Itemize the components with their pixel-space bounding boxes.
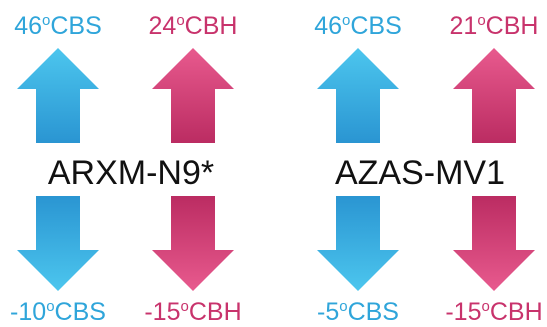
unit1-heating-min-unit: CBH — [188, 298, 242, 326]
unit2-cooling-min-unit: CBS — [347, 298, 399, 326]
unit2-heating-max-unit: CBH — [485, 12, 539, 40]
degree-mark: o — [339, 298, 348, 315]
unit2-heating-min-value: -15 — [445, 298, 482, 326]
degree-mark: o — [342, 12, 351, 29]
unit1-cooling-max-value: 46 — [14, 12, 43, 40]
unit2-heating-max-value: 21 — [449, 12, 478, 40]
unit1-cooling-max-label: 46oCBS — [0, 6, 128, 41]
unit1-heating-min-value: -15 — [144, 298, 181, 326]
unit1-cooling-min-unit: CBS — [54, 298, 106, 326]
unit2-heating-max-label: 21oCBH — [424, 6, 547, 41]
arrow-up-icon — [152, 48, 234, 143]
unit2-cooling-min-value: -5 — [317, 298, 340, 326]
degree-mark: o — [42, 12, 51, 29]
unit1-cooling-max-unit: CBS — [50, 12, 102, 40]
arrow-up-icon — [17, 48, 99, 143]
unit2-cooling-max-value: 46 — [314, 12, 343, 40]
arrow-down-icon — [453, 196, 535, 291]
arrow-down-icon — [17, 196, 99, 291]
unit2-cooling-min-label: -5oCBS — [288, 292, 428, 327]
degree-mark: o — [176, 12, 185, 29]
degree-mark: o — [180, 298, 189, 315]
unit2-cooling-max-unit: CBS — [350, 12, 402, 40]
unit2-model-name: AZAS-MV1 — [334, 154, 506, 192]
arrow-up-icon — [453, 48, 535, 143]
unit1-heating-max-unit: CBH — [184, 12, 238, 40]
arrow-up-icon — [317, 48, 399, 143]
degree-mark: o — [481, 298, 490, 315]
unit2-cooling-max-label: 46oCBS — [288, 6, 428, 41]
unit1-model-name: ARXM-N9* — [47, 154, 215, 192]
unit1-heating-max-value: 24 — [148, 12, 177, 40]
unit2-heating-min-unit: CBH — [489, 298, 543, 326]
degree-mark: o — [477, 12, 486, 29]
unit1-heating-min-label: -15oCBH — [123, 292, 263, 327]
degree-mark: o — [46, 298, 55, 315]
unit2-heating-min-label: -15oCBH — [424, 292, 547, 327]
unit1-cooling-min-label: -10oCBS — [0, 292, 128, 327]
arrow-down-icon — [317, 196, 399, 291]
unit1-cooling-min-value: -10 — [10, 298, 47, 326]
arrow-down-icon — [152, 196, 234, 291]
unit1-heating-max-label: 24oCBH — [123, 6, 263, 41]
